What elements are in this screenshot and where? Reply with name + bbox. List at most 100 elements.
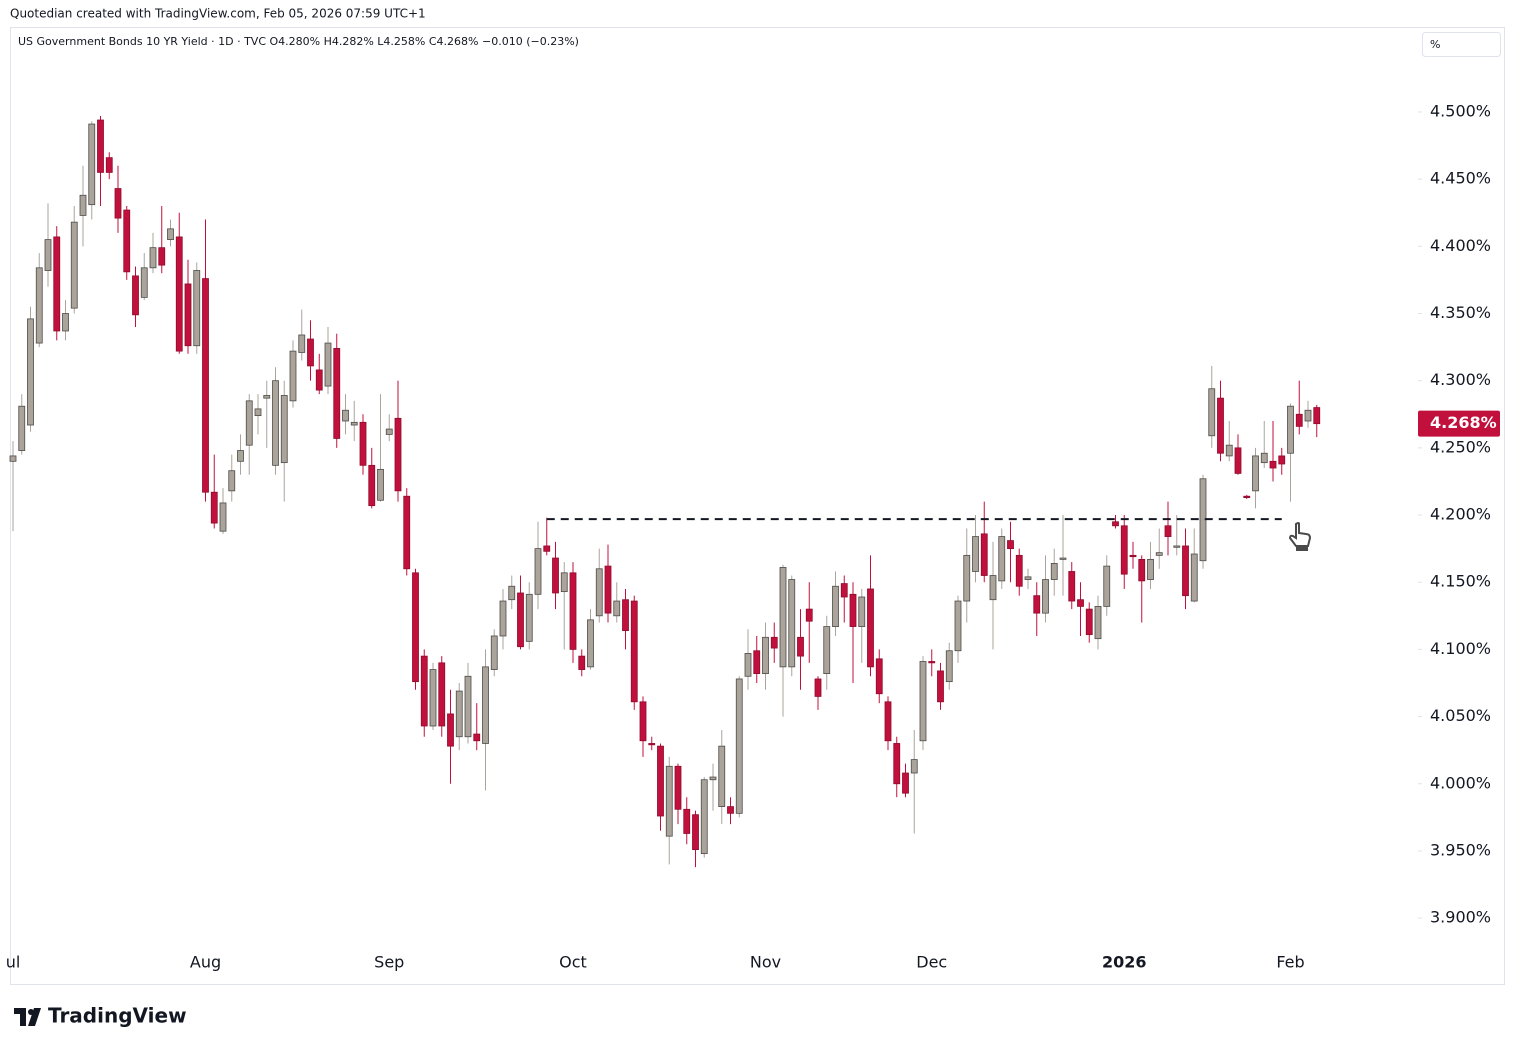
candle-body (455, 690, 463, 738)
candle-body (62, 313, 69, 332)
y-tick-label: 3.950% (1430, 840, 1491, 859)
candle-body (613, 600, 621, 617)
candle-body (1260, 452, 1268, 464)
x-tick-label: Feb (1276, 953, 1304, 972)
candle-body (298, 334, 306, 353)
candle-body (578, 655, 586, 670)
last-price-box (1418, 410, 1500, 437)
candle-body (403, 495, 411, 570)
candle-body (1138, 558, 1146, 582)
candle-body (499, 600, 507, 637)
candle-body (858, 596, 866, 627)
candle-body (482, 666, 489, 744)
candle-body (893, 743, 901, 785)
candle-body (184, 283, 192, 347)
candle-body (1234, 447, 1242, 474)
candle-body (1050, 563, 1058, 580)
candle-body (420, 655, 428, 727)
candle-body (1112, 521, 1119, 527)
candle-body (884, 701, 892, 742)
candle-body (193, 270, 201, 347)
candle-body (167, 228, 174, 241)
candle-body (377, 468, 384, 501)
candle-body (272, 380, 279, 466)
footer-logo (14, 1008, 41, 1026)
candle-body (945, 650, 953, 683)
candle-body (788, 579, 796, 668)
candle-body (97, 119, 104, 173)
candle-body (412, 572, 419, 683)
candle-body (429, 669, 437, 727)
y-tick-label: 4.450% (1430, 169, 1491, 188)
candle-body (700, 779, 708, 855)
candle-body (385, 428, 393, 435)
candle-body (140, 267, 148, 298)
candle-body (394, 417, 402, 492)
candle-body (980, 533, 988, 576)
candle-body (210, 491, 218, 524)
y-tick-label: 4.350% (1430, 303, 1491, 322)
candle-body (123, 209, 131, 273)
last-price-label: 4.268% (1430, 413, 1497, 432)
header: Quotedian created with TradingView.com, … (10, 7, 426, 21)
candle-body (1182, 545, 1189, 597)
candle-body (797, 636, 804, 657)
candle-body (368, 464, 376, 507)
candle-body (665, 765, 673, 837)
candle-body (35, 267, 43, 344)
candle-body (508, 585, 516, 601)
candle-body (18, 405, 26, 451)
candle-body (44, 239, 52, 271)
candle-body (674, 765, 682, 810)
unit-label: % (1430, 38, 1440, 51)
x-tick-label: Nov (750, 953, 781, 972)
candle-body (9, 455, 17, 462)
candle-body (359, 421, 367, 466)
candle-body (280, 395, 288, 464)
candle-body (718, 745, 726, 808)
candle-body (972, 536, 979, 572)
candle-body (1252, 455, 1259, 492)
candle-body (744, 653, 752, 677)
candle-body (1103, 565, 1111, 607)
chart-title: US Government Bonds 10 YR Yield · 1D · T… (18, 35, 579, 48)
candle-body (954, 600, 962, 652)
candle-body (1033, 595, 1041, 614)
candle-body (79, 194, 87, 216)
x-tick-label: Dec (916, 953, 947, 972)
y-tick-label: 4.400% (1430, 236, 1491, 255)
candle-body (219, 502, 227, 532)
candle-body (683, 808, 691, 834)
candle-body (517, 592, 524, 648)
candle-body (692, 814, 699, 851)
candle-body (814, 678, 822, 697)
candle-body (307, 338, 314, 367)
candle-body (1164, 525, 1172, 537)
candles (9, 115, 1321, 868)
cursor-icon (1288, 522, 1312, 551)
unit-box[interactable] (1422, 32, 1501, 57)
candle-body (1077, 599, 1084, 607)
candle-body (840, 583, 848, 598)
y-tick-label: 4.050% (1430, 706, 1491, 725)
candle-body (770, 636, 778, 649)
candle-body (552, 557, 559, 594)
candle-body (1059, 557, 1067, 560)
candle-body (1208, 388, 1216, 437)
candle-body (832, 585, 839, 627)
candle-body (595, 568, 603, 617)
candle-body (1024, 576, 1032, 580)
candle-body (989, 575, 997, 601)
candle-body (622, 599, 629, 631)
candle-body (928, 661, 936, 664)
candle-body (202, 278, 209, 493)
y-tick-label: 4.300% (1430, 370, 1491, 389)
candle-body (158, 247, 166, 266)
candle-body (132, 275, 139, 316)
candle-body (473, 733, 481, 742)
candle-body (639, 701, 647, 742)
candle-body (1042, 579, 1049, 614)
candle-body (779, 567, 787, 668)
candle-body (175, 236, 183, 352)
